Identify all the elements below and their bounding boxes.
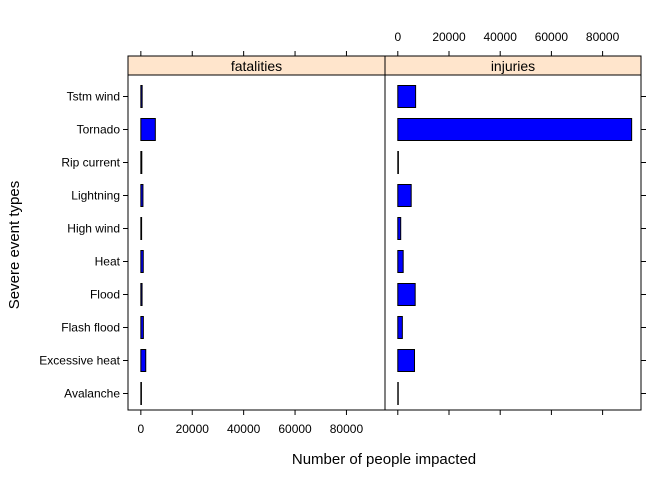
bar-injuries-flash-flood — [397, 316, 403, 339]
y-axis-title: Severe event types — [6, 181, 23, 309]
bar-fatalities-avalanche — [140, 382, 142, 405]
bar-injuries-tstm-wind — [397, 85, 417, 108]
bar-fatalities-tstm-wind — [140, 85, 143, 108]
bar-marks — [140, 85, 633, 405]
x-tick-label-top: 0 — [394, 30, 401, 44]
x-tick-label-top: 40000 — [484, 30, 518, 44]
panel-strips: fatalities injuries — [127, 55, 642, 76]
x-axis-title: Number of people impacted — [292, 451, 476, 468]
x-tick-label: 20000 — [176, 422, 210, 436]
strip-label-fatalities: fatalities — [231, 58, 282, 74]
bar-injuries-heat — [397, 250, 404, 273]
x-tick-label-top: 60000 — [535, 30, 569, 44]
bar-fatalities-high-wind — [140, 217, 143, 240]
bar-fatalities-heat — [140, 250, 144, 273]
bar-fatalities-rip-current — [140, 151, 143, 174]
bar-injuries-tornado — [397, 118, 633, 141]
category-label-avalanche: Avalanche — [64, 387, 120, 401]
bar-fatalities-tornado — [140, 118, 156, 141]
axes: Avalanche Excessive heat Flash flood Flood H… — [39, 30, 646, 436]
category-label-tornado: Tornado — [77, 123, 121, 137]
category-label-tstm-wind: Tstm wind — [67, 90, 120, 104]
bar-injuries-lightning — [397, 184, 412, 207]
category-label-high-wind: High wind — [67, 222, 120, 236]
panel-frame-fatalities — [127, 74, 386, 411]
bar-fatalities-excessive-heat — [140, 349, 147, 372]
x-tick-label: 40000 — [227, 422, 261, 436]
x-tick-label: 80000 — [330, 422, 364, 436]
panel-frame-injuries — [384, 74, 642, 411]
x-tick-label: 60000 — [278, 422, 312, 436]
bar-injuries-flood — [397, 283, 416, 306]
category-label-flood: Flood — [90, 288, 120, 302]
x-tick-label-top: 80000 — [586, 30, 620, 44]
category-label-excessive-heat: Excessive heat — [39, 354, 120, 368]
bar-injuries-rip-current — [397, 151, 399, 174]
x-tick-label-top: 20000 — [432, 30, 466, 44]
bar-fatalities-lightning — [140, 184, 144, 207]
category-label-rip-current: Rip current — [61, 156, 120, 170]
bar-injuries-excessive-heat — [397, 349, 416, 372]
x-tick-label: 0 — [138, 422, 145, 436]
bar-injuries-high-wind — [397, 217, 402, 240]
category-label-flash-flood: Flash flood — [61, 321, 120, 335]
bar-fatalities-flood — [140, 283, 143, 306]
bar-fatalities-flash-flood — [140, 316, 144, 339]
category-label-heat: Heat — [95, 255, 121, 269]
category-label-lightning: Lightning — [71, 189, 120, 203]
strip-label-injuries: injuries — [491, 58, 535, 74]
